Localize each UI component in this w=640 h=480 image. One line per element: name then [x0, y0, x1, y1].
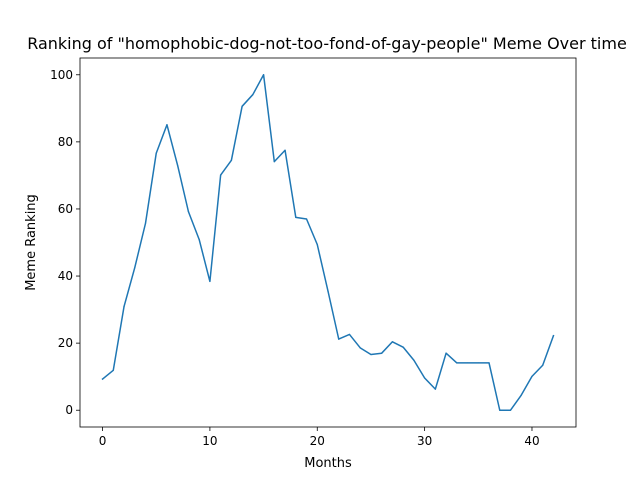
data-point: [123, 305, 125, 308]
y-tick-label: 20: [58, 336, 73, 350]
x-tick-label: 0: [99, 434, 107, 448]
data-point: [101, 378, 104, 380]
chart-title: Ranking of "homophobic-dog-not-too-fond-…: [27, 34, 627, 53]
data-point: [381, 352, 383, 354]
data-point: [262, 74, 265, 76]
y-tick-label: 80: [58, 135, 73, 149]
data-point: [445, 352, 447, 354]
data-point: [477, 362, 479, 364]
data-point: [316, 243, 318, 246]
data-point: [402, 346, 404, 348]
axis-ticks: 0 10 20 30 40 0 20 40 60 80 100: [50, 68, 540, 448]
data-point: [413, 359, 415, 361]
x-tick-label: 20: [310, 434, 325, 448]
data-point: [531, 375, 533, 377]
data-point: [166, 124, 168, 126]
data-point: [391, 341, 394, 343]
data-point: [144, 222, 147, 224]
data-point: [424, 377, 426, 379]
plot-frame: [79, 57, 577, 428]
data-point: [359, 347, 361, 349]
data-point: [273, 161, 275, 163]
data-point: [338, 338, 340, 340]
data-point: [348, 333, 351, 336]
data-point: [241, 105, 243, 107]
x-axis-label: Months: [304, 456, 352, 471]
data-point: [177, 165, 179, 167]
data-point: [305, 218, 308, 220]
data-points: [101, 74, 555, 411]
data-point: [220, 174, 222, 176]
data-point: [542, 364, 544, 366]
y-axis-label: Meme Ranking: [24, 194, 39, 291]
data-point: [155, 152, 157, 154]
y-tick-label: 100: [50, 68, 73, 82]
y-tick-label: 0: [65, 403, 73, 417]
data-point: [466, 362, 469, 364]
data-point: [456, 362, 458, 364]
y-tick-label: 40: [58, 269, 73, 283]
data-point: [488, 362, 490, 364]
x-tick-label: 10: [202, 434, 217, 448]
data-point: [295, 216, 297, 218]
data-point: [252, 93, 254, 96]
data-point: [284, 149, 286, 151]
data-point: [198, 238, 200, 241]
data-point: [499, 409, 501, 411]
data-point: [327, 290, 329, 292]
data-point: [520, 394, 522, 396]
data-point: [509, 409, 512, 411]
x-tick-label: 40: [524, 434, 539, 448]
data-point: [434, 388, 436, 390]
data-point: [370, 353, 372, 356]
data-point: [209, 280, 211, 283]
data-point: [552, 335, 555, 337]
data-point: [187, 211, 190, 213]
data-point: [230, 159, 232, 161]
y-tick-label: 60: [58, 202, 73, 216]
x-tick-label: 30: [417, 434, 432, 448]
data-point: [134, 267, 136, 269]
data-point: [112, 369, 114, 371]
